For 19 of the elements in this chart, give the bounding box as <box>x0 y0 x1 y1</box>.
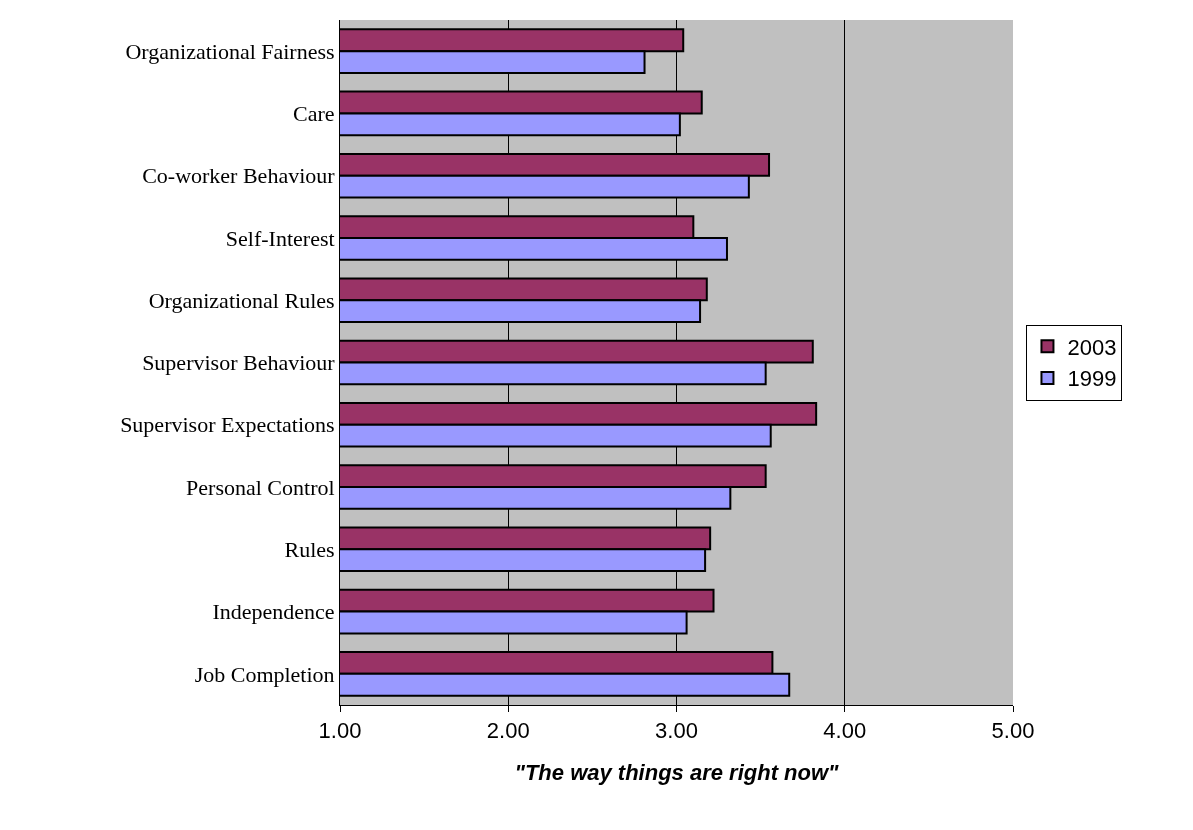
y-tick-label: Organizational Fairness <box>125 38 335 64</box>
x-axis-title: "The way things are right now" <box>514 760 840 786</box>
y-tick-label: Co-worker Behaviour <box>142 163 336 189</box>
x-tick-label: 1.00 <box>318 718 362 744</box>
legend-label: 1999 <box>1067 366 1117 392</box>
x-tick-label: 3.00 <box>655 718 698 744</box>
x-tick-label: 5.00 <box>991 718 1035 744</box>
y-tick-label: Care <box>293 101 335 127</box>
y-tick-label: Rules <box>284 537 335 563</box>
x-tick-label: 2.00 <box>486 718 530 744</box>
x-tick-label: 4.00 <box>823 718 867 744</box>
y-tick-label: Supervisor Behaviour <box>142 350 336 376</box>
legend-label: 2003 <box>1067 334 1117 360</box>
y-tick-label: Personal Control <box>186 474 335 500</box>
y-tick-label: Job Completion <box>194 661 335 687</box>
y-tick-label: Supervisor Expectations <box>120 412 335 438</box>
y-tick-label: Self-Interest <box>225 225 335 251</box>
y-tick-label: Independence <box>212 599 335 625</box>
y-tick-label: Organizational Rules <box>148 287 335 313</box>
